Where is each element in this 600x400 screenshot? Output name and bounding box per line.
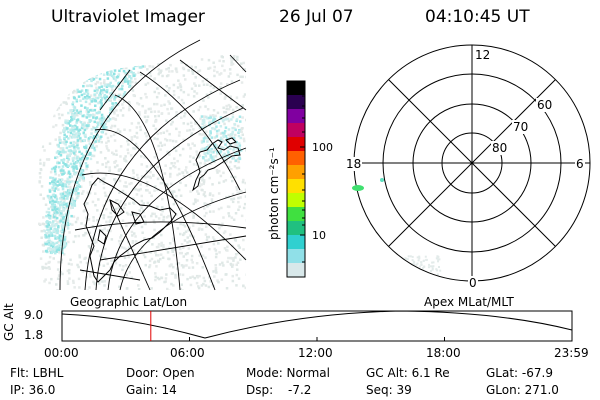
apex-caption: Apex MLat/MLT <box>424 295 514 309</box>
colorbar-unit-label: photon cm⁻²s⁻¹ <box>267 147 281 240</box>
timeline-xtick-1: 06:00 <box>170 346 205 360</box>
glon-info: GLon: 271.0 <box>486 383 559 397</box>
timeline-xtick-2: 12:00 <box>298 346 333 360</box>
colorbar-tick-10: 10 <box>312 229 326 242</box>
time-label: 04:10:45 UT <box>425 7 530 27</box>
color-scale-band <box>287 95 305 110</box>
color-scale-band <box>287 109 305 124</box>
color-scale-band <box>287 123 305 138</box>
color-scale-band <box>287 193 305 208</box>
glat-info: GLat: -67.9 <box>486 366 553 380</box>
mode-info: Mode: Normal <box>246 366 330 380</box>
timeline-frame <box>61 310 573 342</box>
color-scale-band <box>287 81 305 96</box>
color-scale-frame <box>286 80 306 278</box>
timeline-ylabel: GC Alt <box>2 303 16 341</box>
dsp-label: Dsp: <box>246 383 274 397</box>
geographic-map <box>38 39 247 291</box>
color-scale-band <box>287 249 305 264</box>
dsp-value: -7.2 <box>288 383 312 397</box>
geographic-caption: Geographic Lat/Lon <box>70 295 188 309</box>
color-scale-bar <box>287 81 305 278</box>
color-scale-band <box>287 221 305 236</box>
color-scale-ticks <box>300 87 305 263</box>
gain-info: Gain: 14 <box>126 383 177 397</box>
emission-spot-small <box>380 178 384 182</box>
gc-alt-info: GC Alt: 6.1 Re <box>366 366 450 380</box>
ip-info: IP: 36.0 <box>10 383 56 397</box>
colorbar-tick-100: 100 <box>312 141 333 154</box>
mlt-label-12: 12 <box>474 48 492 62</box>
mlat-label-60: 60 <box>536 98 554 112</box>
uv-emission-left <box>38 55 246 290</box>
mlt-label-18: 18 <box>345 157 363 171</box>
altitude-curve <box>61 310 573 339</box>
color-scale-band <box>287 263 305 278</box>
date-label: 26 Jul 07 <box>279 7 354 27</box>
filter-info: Flt: LBHL <box>10 366 64 380</box>
mlat-label-70: 70 <box>512 120 530 134</box>
color-scale-band <box>287 165 305 180</box>
timeline-xtick-0: 00:00 <box>44 346 79 360</box>
color-scale-band <box>287 235 305 250</box>
timeline-xtick-4: 23:59 <box>554 346 589 360</box>
seq-info: Seq: 39 <box>366 383 412 397</box>
door-info: Door: Open <box>126 366 195 380</box>
color-scale-band <box>287 137 305 152</box>
timeline-ytick-high: 9.0 <box>24 308 44 322</box>
coastlines <box>83 137 241 283</box>
color-scale-band <box>287 179 305 194</box>
emission-spot <box>352 185 364 191</box>
timeline-ytick-low: 1.8 <box>24 328 44 342</box>
color-scale-band <box>287 207 305 222</box>
mlt-label-0: 0 <box>468 276 478 290</box>
mlat-label-80: 80 <box>491 141 509 155</box>
timeline-xtick-3: 18:00 <box>426 346 461 360</box>
color-scale-band <box>287 151 305 166</box>
instrument-title: Ultraviolet Imager <box>51 7 205 27</box>
mlt-label-6: 6 <box>575 157 585 171</box>
